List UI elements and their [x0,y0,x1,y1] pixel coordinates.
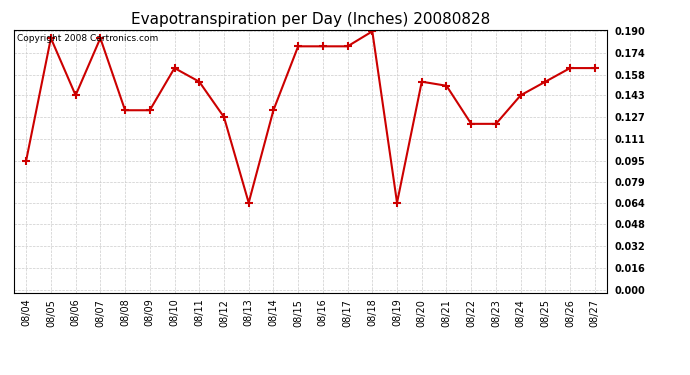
Text: Copyright 2008 Cartronics.com: Copyright 2008 Cartronics.com [17,34,158,43]
Title: Evapotranspiration per Day (Inches) 20080828: Evapotranspiration per Day (Inches) 2008… [131,12,490,27]
